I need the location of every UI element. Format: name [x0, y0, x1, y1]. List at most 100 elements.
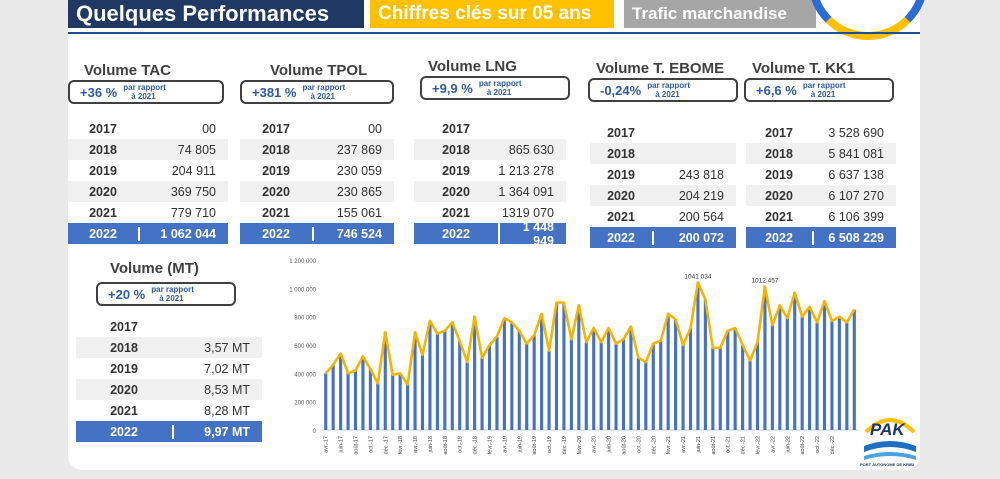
bar	[681, 345, 685, 430]
divider	[68, 32, 920, 34]
x-tick-label: avr.-18	[413, 436, 419, 453]
pak-logo: PAK PORT AUTONOME DE KRIBI	[860, 402, 920, 474]
value-cell: 3,57 MT	[204, 340, 250, 355]
bar	[822, 301, 827, 430]
value-cell: 779 710	[170, 205, 216, 220]
table-row: 2017	[414, 118, 566, 139]
value-cell: 6 106 399	[828, 209, 884, 224]
bar	[569, 339, 573, 430]
growth-badge-tpol: +381 % par rapport à 2021	[240, 80, 394, 104]
value-cell: 200 564	[678, 209, 724, 224]
x-tick-label: oct.-21	[726, 436, 732, 453]
x-tick-label: juin-20	[607, 436, 613, 454]
year-cell: 2021	[110, 403, 138, 418]
value-cell: 204 911	[171, 163, 216, 178]
x-tick-label: déc.-21	[741, 436, 747, 454]
bar	[770, 325, 774, 430]
bar	[562, 302, 566, 430]
year-cell: 2017	[262, 121, 290, 136]
year-cell: 2022	[607, 230, 635, 245]
table-row: 2021 155 061	[240, 202, 394, 223]
table-row: 2019 7,02 MT	[76, 358, 262, 379]
bar	[324, 373, 328, 430]
pak-logo-icon	[864, 418, 916, 460]
x-tick-label: déc.-20	[651, 436, 657, 454]
table-row: 2020 8,53 MT	[76, 379, 262, 400]
value-cell: 6 637 138	[828, 167, 884, 182]
y-tick-label: 0	[313, 429, 317, 435]
data-label: 1012 457	[751, 278, 778, 285]
growth-badge-lng: +9,9 % par rapport à 2021	[420, 76, 570, 100]
x-tick-label: août-18	[443, 436, 449, 455]
bar	[480, 357, 484, 430]
year-cell: 2020	[89, 184, 117, 199]
growth-badge-mt: +20 % par rapport à 2021	[96, 282, 236, 306]
bar	[666, 313, 670, 430]
bar	[688, 328, 693, 430]
bar	[391, 374, 395, 430]
table-row: 2022 9,97 MT	[76, 421, 262, 442]
year-cell: 2022	[262, 226, 290, 241]
table-row: 2017 00	[68, 118, 228, 139]
bar	[800, 316, 804, 430]
y-tick-label: 1 000 000	[289, 287, 316, 293]
bar	[383, 332, 387, 430]
year-cell: 2017	[442, 121, 470, 136]
table-row: 2021 200 564	[590, 206, 736, 227]
bar	[487, 345, 492, 430]
value-cell: 230 059	[336, 163, 382, 178]
bar	[674, 319, 678, 430]
bar	[547, 350, 551, 430]
bar	[785, 318, 789, 430]
growth-percent: +9,9 %	[432, 80, 473, 96]
table-row: 2019 243 818	[590, 164, 736, 185]
x-tick-label: juin-22	[785, 436, 791, 454]
table-row: 2021 6 106 399	[746, 206, 896, 227]
block-title-ebome: Volume T. EBOME	[596, 60, 725, 77]
bar	[361, 356, 365, 430]
bar	[346, 373, 350, 430]
year-cell: 2022	[442, 226, 470, 241]
y-tick-label: 1 200 000	[289, 259, 316, 265]
values-table-mt: 2017 2018 3,57 MT 2019 7,02 MT 2020 8,53 MT 202…	[76, 316, 262, 442]
growth-percent: +20 %	[108, 286, 146, 302]
year-cell: 2020	[442, 184, 470, 199]
table-row: 2018 3,57 MT	[76, 337, 262, 358]
growth-percent: +36 %	[80, 84, 118, 100]
x-tick-label: oct.-19	[547, 436, 553, 453]
bar	[532, 335, 536, 430]
growth-badge-kk1: +6,6 % par rapport à 2021	[744, 78, 894, 102]
comparison-line-1: par rapport	[478, 79, 522, 88]
x-tick-label: avr.-22	[770, 436, 776, 453]
bar	[517, 330, 521, 430]
bar	[510, 322, 514, 430]
x-tick-label: déc.-19	[562, 436, 568, 454]
x-tick-label: déc.-22	[830, 436, 836, 454]
bar	[406, 384, 410, 430]
bar	[696, 282, 700, 430]
table-row: 2017	[76, 316, 262, 337]
table-row: 2021 8,28 MT	[76, 400, 262, 421]
growth-comparison: par rapport à 2021	[151, 285, 194, 303]
year-cell: 2021	[765, 209, 793, 224]
bar	[808, 306, 812, 430]
comparison-line-2: à 2021	[655, 90, 680, 99]
table-row: 2017 00	[240, 118, 394, 139]
year-cell: 2017	[110, 319, 138, 334]
y-tick-label: 400 000	[294, 372, 316, 378]
block-title-mt: Volume (MT)	[110, 260, 199, 277]
table-row: 2018 5 841 081	[746, 143, 896, 164]
value-cell: 8,28 MT	[204, 403, 250, 418]
bar	[629, 326, 633, 430]
value-cell: 1 448 949	[498, 219, 566, 248]
bar	[368, 369, 372, 430]
growth-comparison: par rapport à 2021	[647, 81, 690, 99]
bar	[502, 318, 506, 430]
value-cell: 200 072	[652, 230, 736, 245]
bar	[726, 330, 730, 430]
year-cell: 2018	[442, 142, 470, 157]
year-cell: 2017	[89, 121, 117, 136]
bar	[592, 328, 596, 430]
value-cell: 00	[368, 121, 382, 136]
year-cell: 2021	[607, 209, 635, 224]
